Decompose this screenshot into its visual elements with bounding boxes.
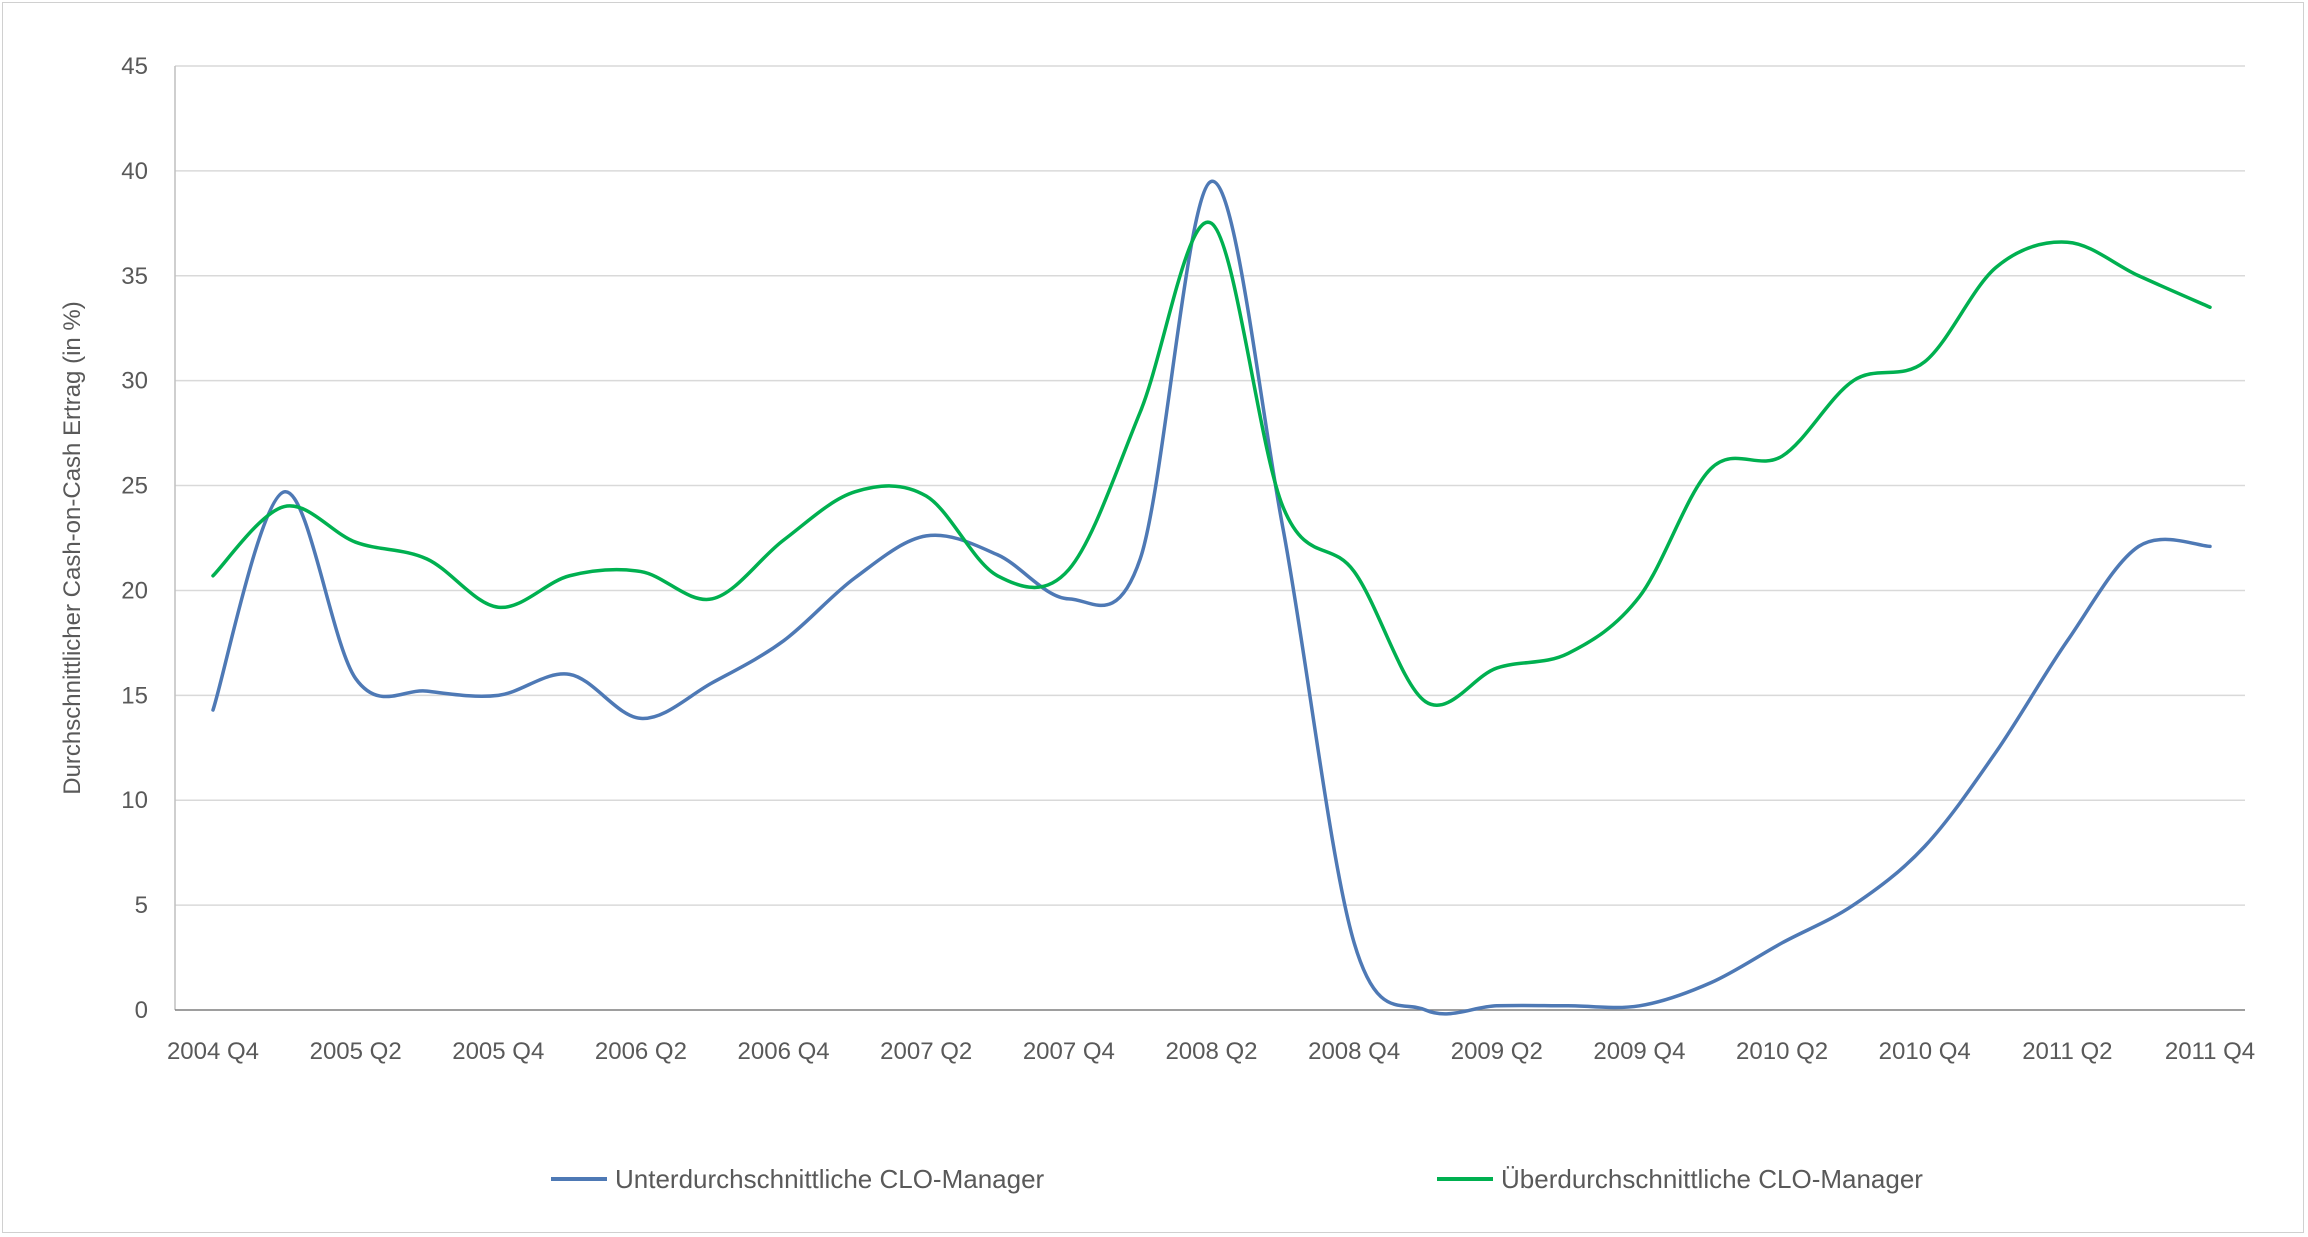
- y-tick-label: 40: [121, 158, 148, 185]
- y-tick-label: 0: [135, 997, 148, 1024]
- x-tick-label: 2004 Q4: [167, 1038, 259, 1065]
- series-lines: [211, 179, 2212, 1016]
- x-tick-label: 2006 Q2: [595, 1038, 687, 1065]
- x-tick-labels: 2004 Q4 2005 Q2 2005 Q4 2006 Q2 2006 Q4 2007 …: [167, 1038, 2255, 1065]
- x-tick-label: 2006 Q4: [738, 1038, 830, 1065]
- y-tick-label: 25: [121, 473, 148, 500]
- y-tick-labels: 0 5 10 15 20 25 30 35 40 45: [121, 53, 148, 1024]
- legend-label: Überdurchschnittliche CLO-Manager: [1501, 1164, 1923, 1194]
- series-line-1: [211, 179, 2212, 1016]
- x-tick-label: 2011 Q4: [2165, 1038, 2255, 1065]
- x-tick-label: 2009 Q4: [1593, 1038, 1685, 1065]
- x-tick-label: 2007 Q2: [880, 1038, 972, 1065]
- axes: [174, 66, 2245, 1011]
- x-tick-label: 2009 Q2: [1451, 1038, 1543, 1065]
- x-tick-label: 2010 Q4: [1879, 1038, 1971, 1065]
- x-tick-label: 2005 Q4: [452, 1038, 544, 1065]
- y-tick-label: 30: [121, 368, 148, 395]
- x-tick-label: 2008 Q2: [1165, 1038, 1257, 1065]
- gridlines: [175, 65, 2245, 906]
- y-axis-title: Durchschnittlicher Cash-on-Cash Ertrag (…: [59, 301, 86, 795]
- legend: Unterdurchschnittliche CLO-Manager Überdu…: [551, 1164, 1923, 1194]
- x-tick-label: 2010 Q2: [1736, 1038, 1828, 1065]
- x-tick-label: 2008 Q4: [1308, 1038, 1400, 1065]
- legend-label: Unterdurchschnittliche CLO-Manager: [615, 1164, 1045, 1194]
- x-tick-label: 2011 Q2: [2022, 1038, 2112, 1065]
- x-tick-label: 2005 Q2: [310, 1038, 402, 1065]
- y-tick-label: 20: [121, 577, 148, 604]
- y-tick-label: 45: [121, 53, 148, 80]
- y-tick-label: 10: [121, 787, 148, 814]
- y-tick-label: 15: [121, 682, 148, 709]
- y-tick-label: 5: [135, 892, 148, 919]
- y-tick-label: 35: [121, 263, 148, 290]
- x-tick-label: 2007 Q4: [1023, 1038, 1115, 1065]
- series-line-2: [211, 220, 2212, 707]
